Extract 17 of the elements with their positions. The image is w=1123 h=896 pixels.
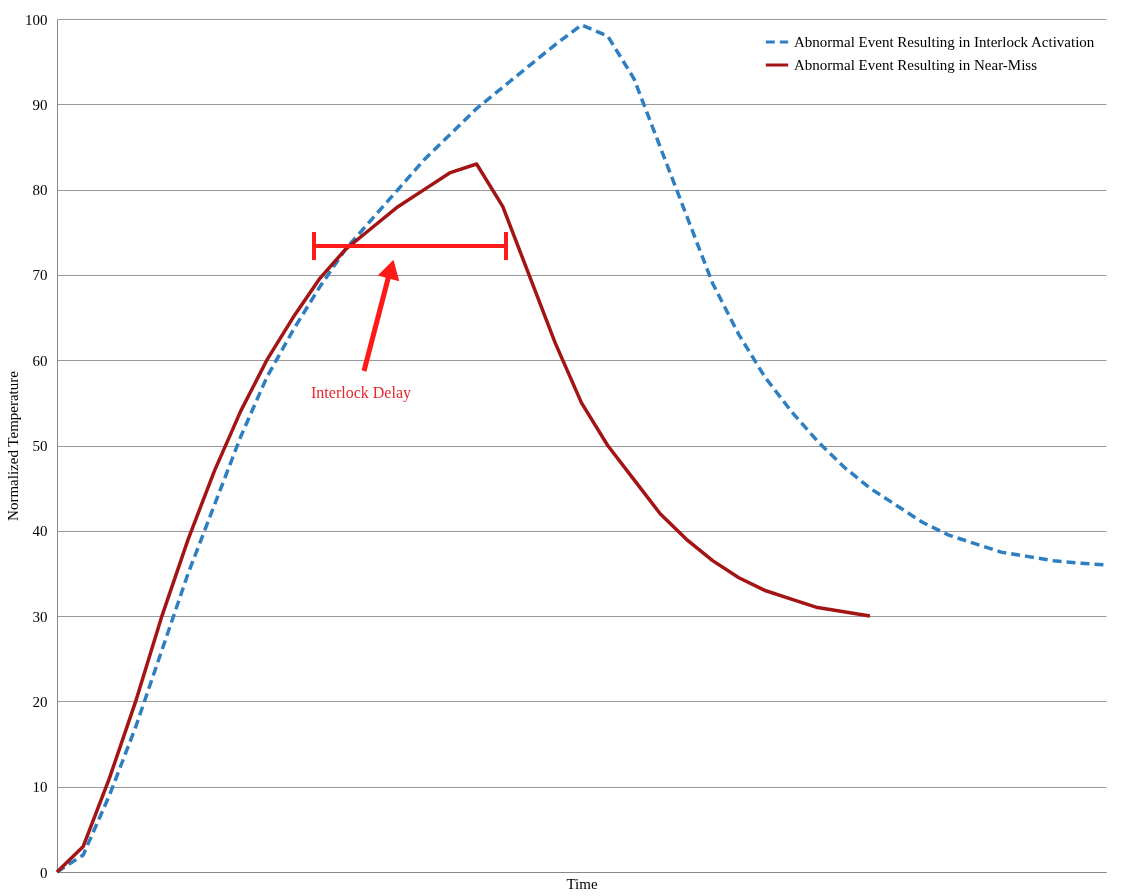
y-tick-label: 100 — [25, 11, 48, 28]
y-axis-title: Normalized Temperature — [5, 370, 21, 521]
y-tick-label: 60 — [32, 352, 48, 369]
y-tick-label: 10 — [32, 779, 48, 796]
y-tick-label: 70 — [32, 267, 48, 284]
y-tick-label: 80 — [32, 182, 48, 199]
legend-label: Abnormal Event Resulting in Interlock Activation — [794, 34, 1095, 50]
y-tick-label: 20 — [32, 693, 48, 710]
line-series — [55, 162, 872, 874]
y-tick-label: 0 — [40, 864, 48, 881]
y-tick-label: 90 — [32, 96, 48, 113]
legend-label: Abnormal Event Resulting in Near-Miss — [794, 57, 1038, 73]
y-tick-label: 50 — [32, 438, 48, 454]
y-tick-label: 40 — [32, 523, 48, 540]
y-tick-label: 30 — [32, 608, 48, 625]
annotation: Interlock Delay — [311, 384, 411, 402]
x-axis-title: Time — [566, 875, 598, 892]
